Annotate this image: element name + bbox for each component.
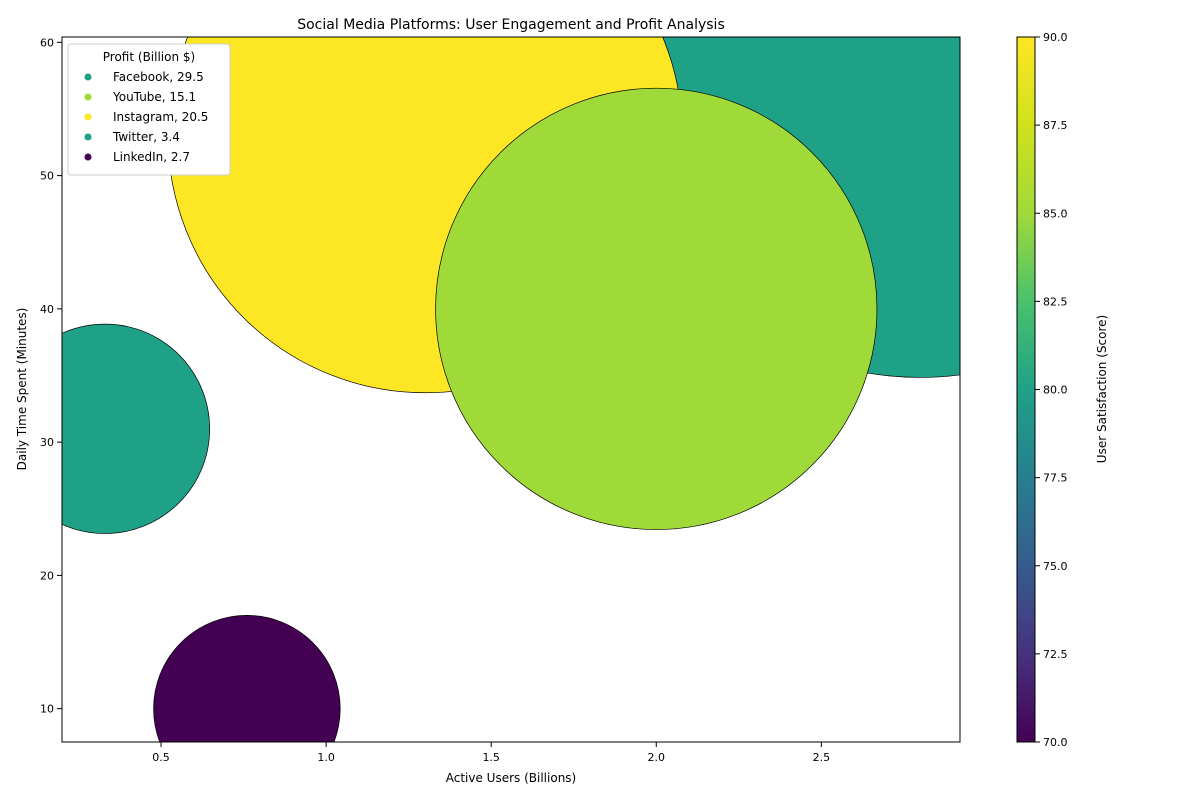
x-axis-label: Active Users (Billions) [446, 771, 576, 785]
legend: Profit (Billion $) Facebook, 29.5 YouTube… [67, 43, 231, 176]
legend-label: YouTube, 15.1 [112, 90, 196, 104]
colorbar-ticks: 70.0 72.5 75.0 77.5 80.0 82.5 85.0 87.5 90.0 [1035, 31, 1068, 749]
colorbar-gradient [1016, 36, 1036, 743]
y-tick-label: 20 [40, 569, 54, 582]
colorbar-tick-label: 72.5 [1043, 648, 1068, 661]
x-tick-label: 2.5 [813, 751, 831, 764]
colorbar-label: User Satisfaction (Score) [1095, 315, 1109, 463]
point-twitter [62, 323, 210, 534]
colorbar-tick-label: 82.5 [1043, 295, 1068, 308]
colorbar-tick-label: 70.0 [1043, 736, 1068, 749]
legend-label: Instagram, 20.5 [113, 110, 208, 124]
colorbar-tick-label: 77.5 [1043, 472, 1068, 485]
y-axis-ticks: 10 20 30 40 50 60 [40, 36, 62, 716]
point-youtube [435, 87, 878, 530]
colorbar-tick-label: 90.0 [1043, 31, 1068, 44]
x-tick-label: 1.0 [317, 751, 335, 764]
y-tick-label: 40 [40, 303, 54, 316]
y-tick-label: 50 [40, 170, 54, 183]
point-linkedin [153, 615, 341, 742]
colorbar-tick-label: 87.5 [1043, 119, 1068, 132]
x-tick-label: 2.0 [648, 751, 666, 764]
colorbar-tick-label: 75.0 [1043, 560, 1068, 573]
plot-frame [61, 36, 961, 743]
y-tick-label: 30 [40, 436, 54, 449]
legend-marker [84, 93, 92, 101]
x-tick-label: 0.5 [152, 751, 170, 764]
legend-label: Twitter, 3.4 [112, 130, 180, 144]
y-axis-label: Daily Time Spent (Minutes) [15, 308, 29, 471]
x-axis-ticks: 0.5 1.0 1.5 2.0 2.5 [152, 742, 830, 764]
legend-title: Profit (Billion $) [103, 50, 195, 64]
legend-label: Facebook, 29.5 [113, 70, 204, 84]
colorbar-tick-label: 85.0 [1043, 207, 1068, 220]
y-tick-label: 10 [40, 703, 54, 716]
legend-marker [84, 113, 92, 121]
chart-title: Social Media Platforms: User Engagement … [297, 17, 725, 33]
legend-label: LinkedIn, 2.7 [113, 150, 190, 164]
colorbar: 70.0 72.5 75.0 77.5 80.0 82.5 85.0 87.5 90.0 Use… [1016, 31, 1109, 749]
colorbar-tick-label: 80.0 [1043, 384, 1068, 397]
y-tick-label: 60 [40, 36, 54, 49]
legend-marker [84, 73, 92, 81]
legend-marker [84, 153, 92, 161]
legend-marker [84, 133, 92, 141]
legend-box [67, 43, 231, 176]
x-tick-label: 1.5 [482, 751, 500, 764]
